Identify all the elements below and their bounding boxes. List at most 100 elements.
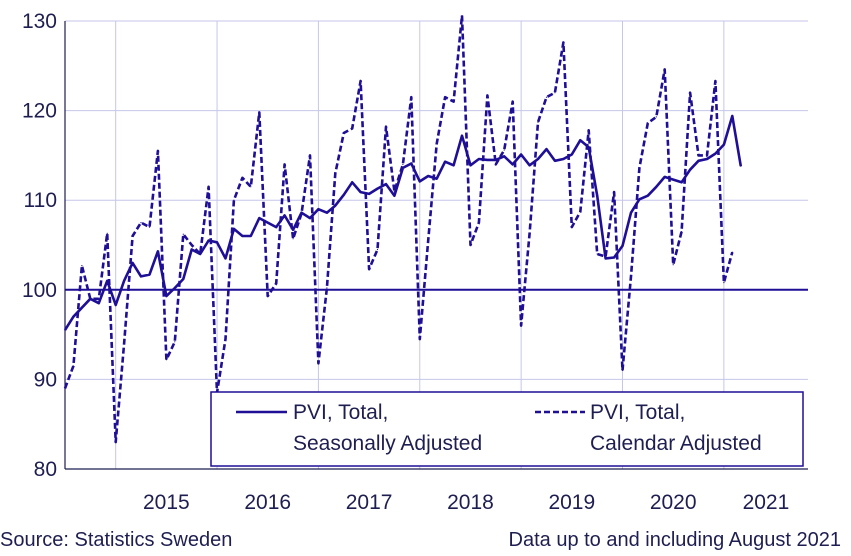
data-point (672, 179, 674, 181)
data-point (453, 164, 455, 166)
data-point (478, 158, 480, 160)
data-point (334, 172, 336, 174)
data-point (605, 256, 607, 258)
x-tick-label-2018: 2018 (447, 491, 494, 514)
data-point (613, 256, 615, 259)
data-point (554, 160, 556, 162)
data-point (64, 329, 66, 331)
data-point (529, 232, 531, 234)
legend-label-calendar-adjusted-line2: Calendar Adjusted (590, 432, 762, 455)
data-point (174, 287, 176, 289)
data-point (503, 155, 505, 157)
data-point (157, 250, 159, 252)
data-point (596, 253, 598, 255)
data-point (174, 341, 176, 343)
data-point (132, 235, 134, 237)
data-point (224, 338, 227, 340)
data-point (461, 135, 463, 137)
data-point (588, 129, 590, 131)
source-text: Source: Statistics Sweden (0, 529, 233, 551)
data-point (647, 195, 649, 197)
data-point (376, 248, 379, 251)
data-point (486, 159, 488, 161)
data-point (300, 212, 303, 214)
data-point (419, 180, 421, 182)
legend-label-seasonally-adjusted-line2: Seasonally Adjusted (293, 432, 482, 455)
data-note-text: Data up to and including August 2021 (508, 529, 841, 551)
data-point (81, 265, 83, 267)
y-tick-label-130: 130 (22, 10, 57, 33)
data-point (529, 164, 531, 166)
legend-label-calendar-adjusted-line1: PVI, Total, (590, 401, 685, 424)
data-point (267, 222, 269, 224)
data-point (664, 68, 666, 70)
x-tick-label-2020: 2020 (650, 491, 697, 514)
data-point (157, 150, 159, 152)
data-point (520, 325, 522, 327)
data-point (317, 362, 319, 364)
data-point (72, 365, 74, 367)
data-point (571, 226, 573, 228)
data-point (562, 158, 565, 160)
data-point (191, 248, 193, 251)
data-point (495, 163, 497, 165)
data-point (148, 274, 151, 276)
data-point (275, 282, 277, 285)
data-point (182, 278, 184, 280)
data-point (706, 158, 708, 160)
data-point (605, 257, 607, 259)
data-point (191, 244, 193, 246)
data-point (638, 167, 641, 169)
data-point (165, 295, 167, 297)
data-point (740, 165, 742, 167)
data-point (275, 226, 277, 228)
data-point (520, 153, 522, 156)
data-point (681, 231, 683, 233)
data-point (469, 164, 472, 166)
x-tick-label-2019: 2019 (548, 491, 595, 514)
data-point (360, 80, 362, 82)
y-tick-label-90: 90 (34, 368, 57, 391)
data-point (647, 122, 649, 124)
chart: 80 90 100 110 120 130 2015 2016 2017 2018 2019 202… (22, 10, 808, 514)
data-point (664, 176, 666, 178)
legend: PVI, Total, Seasonally Adjusted PVI, Tot… (210, 391, 804, 467)
data-point (419, 338, 421, 340)
series-points-1 (64, 15, 733, 443)
data-point (621, 369, 624, 371)
data-point (140, 222, 142, 224)
data-point (368, 193, 370, 195)
data-point (731, 251, 733, 253)
x-tick-label-2016: 2016 (244, 491, 291, 514)
data-point (579, 139, 581, 141)
data-point (123, 343, 125, 345)
data-point (115, 304, 117, 306)
data-point (182, 233, 184, 235)
data-point (503, 149, 505, 151)
data-point (723, 144, 725, 146)
data-point (427, 175, 429, 177)
data-point (309, 154, 311, 156)
data-point (334, 205, 336, 207)
data-point (486, 94, 488, 96)
data-point (351, 127, 353, 130)
data-point (343, 194, 345, 196)
data-point (343, 132, 345, 134)
data-point (554, 92, 556, 94)
data-point (393, 190, 395, 192)
legend-box (210, 391, 804, 467)
data-point (309, 217, 311, 219)
data-point (258, 217, 260, 219)
x-tick-label-2017: 2017 (346, 491, 393, 514)
data-point (731, 115, 733, 117)
data-point (638, 198, 641, 200)
series-group (63, 14, 743, 444)
data-point (292, 229, 294, 231)
data-point (461, 15, 463, 17)
data-point (376, 188, 379, 190)
y-tick-label-80: 80 (34, 458, 57, 481)
data-point (512, 101, 514, 103)
data-point (199, 253, 201, 255)
data-point (351, 181, 353, 183)
data-point (241, 177, 243, 179)
